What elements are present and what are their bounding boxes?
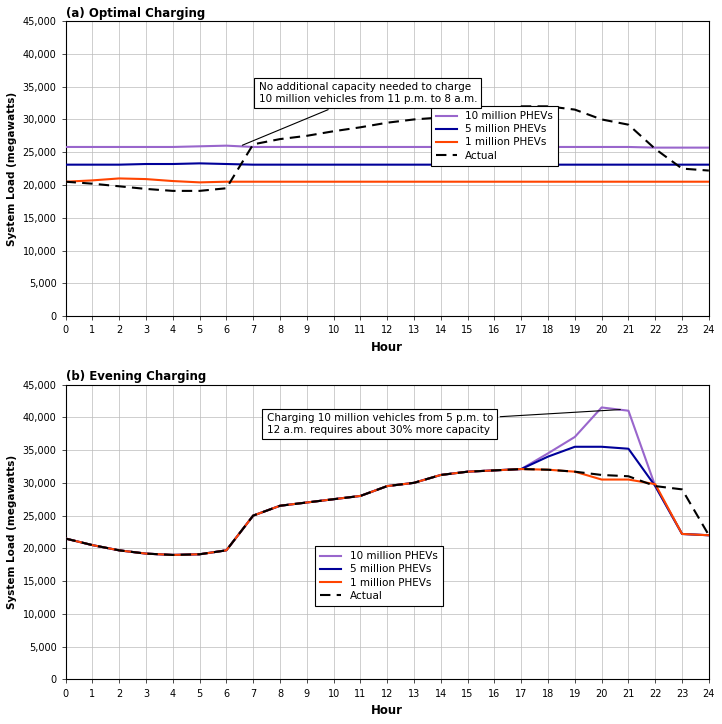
Text: Charging 10 million vehicles from 5 p.m. to
12 a.m. requires about 30% more capa: Charging 10 million vehicles from 5 p.m.… — [266, 410, 620, 434]
Legend: 10 million PHEVs, 5 million PHEVs, 1 million PHEVs, Actual: 10 million PHEVs, 5 million PHEVs, 1 mil… — [316, 546, 443, 606]
Text: No additional capacity needed to charge
10 million vehicles from 11 p.m. to 8 a.: No additional capacity needed to charge … — [243, 83, 477, 146]
Legend: 10 million PHEVs, 5 million PHEVs, 1 million PHEVs, Actual: 10 million PHEVs, 5 million PHEVs, 1 mil… — [431, 106, 558, 166]
Y-axis label: System Load (megawatts): System Load (megawatts) — [7, 455, 17, 609]
Text: (a) Optimal Charging: (a) Optimal Charging — [66, 7, 205, 20]
Y-axis label: System Load (megawatts): System Load (megawatts) — [7, 91, 17, 245]
Text: (b) Evening Charging: (b) Evening Charging — [66, 371, 206, 383]
X-axis label: Hour: Hour — [371, 341, 403, 353]
X-axis label: Hour: Hour — [371, 704, 403, 717]
